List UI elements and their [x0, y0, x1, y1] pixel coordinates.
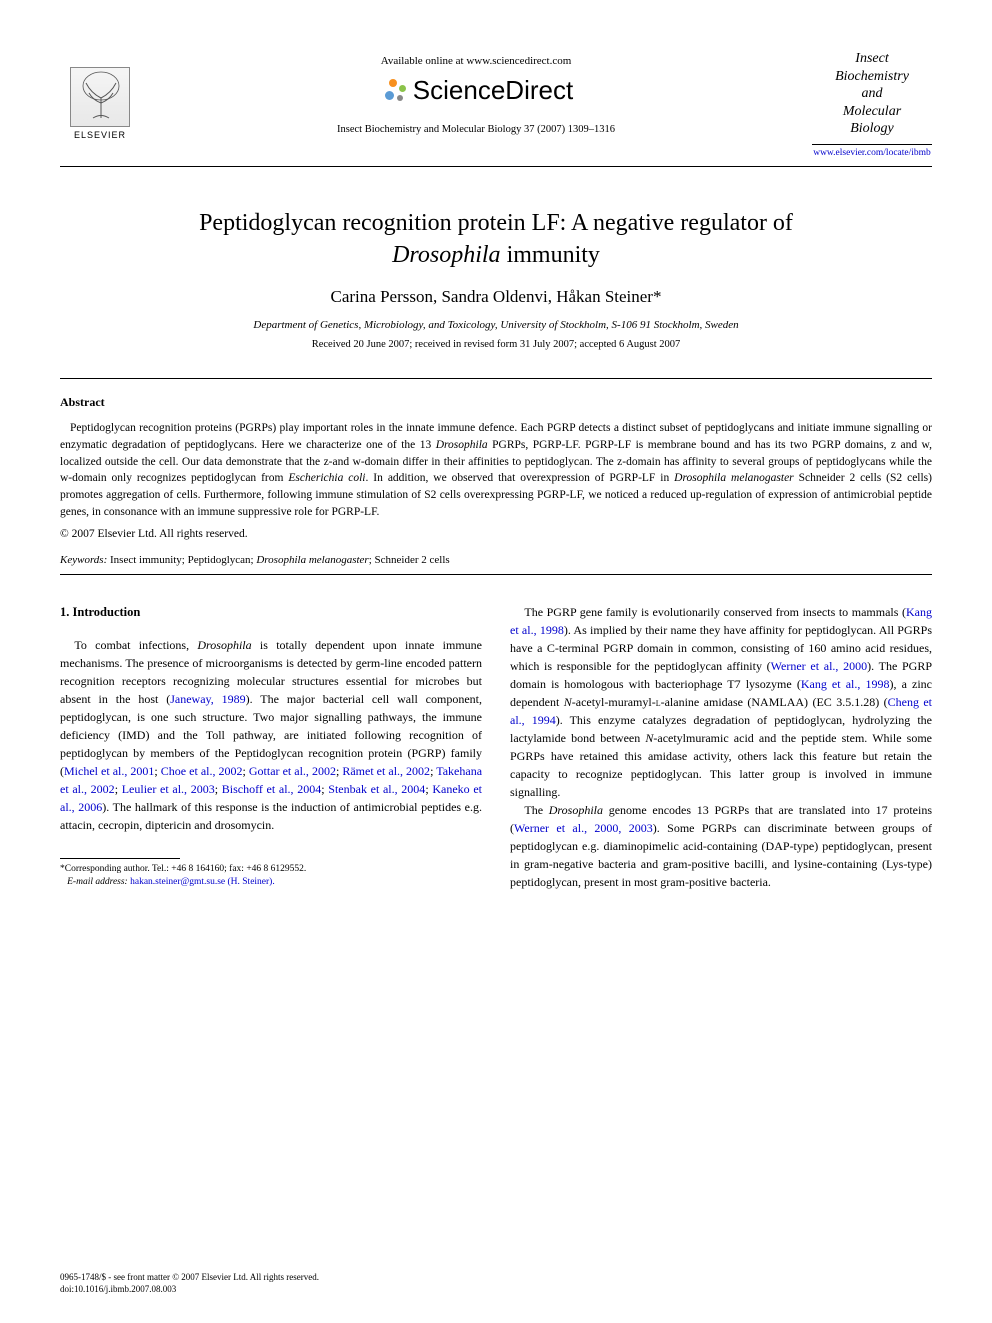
ref-kang2[interactable]: Kang et al., 1998: [801, 677, 890, 691]
keywords-text: Insect immunity; Peptidoglycan;: [107, 554, 256, 566]
sciencedirect-text: ScienceDirect: [413, 75, 573, 106]
affiliation: Department of Genetics, Microbiology, an…: [60, 319, 932, 331]
center-header: Available online at www.sciencedirect.co…: [140, 50, 812, 135]
abstract-heading: Abstract: [60, 395, 932, 410]
left-paragraph-1: To combat infections, Drosophila is tota…: [60, 636, 482, 834]
right-column: The PGRP gene family is evolutionarily c…: [510, 603, 932, 891]
footnote-email: E-mail address: hakan.steiner@gmt.su.se …: [60, 876, 482, 889]
body-columns: 1. Introduction To combat infections, Dr…: [60, 603, 932, 891]
footer-line2: doi:10.1016/j.ibmb.2007.08.003: [60, 1283, 319, 1295]
journal-link[interactable]: www.elsevier.com/locate/ibmb: [812, 144, 932, 158]
title-line1: Peptidoglycan recognition protein LF: A …: [199, 210, 793, 236]
sep6: ;: [215, 782, 222, 796]
jt-1: Biochemistry: [835, 69, 909, 84]
footnote-divider: [60, 858, 180, 859]
ref-gottar[interactable]: Gottar et al., 2002: [249, 764, 336, 778]
article-title: Peptidoglycan recognition protein LF: A …: [60, 207, 932, 272]
sciencedirect-icon: [379, 77, 407, 105]
keywords: Keywords: Insect immunity; Peptidoglycan…: [60, 554, 932, 566]
ref-leulier[interactable]: Leulier et al., 2003: [122, 782, 215, 796]
abs-d: Escherichia coli: [288, 472, 365, 484]
page-header: ELSEVIER Available online at www.science…: [60, 50, 932, 158]
post-abstract-divider: [60, 574, 932, 575]
jt-0: Insect: [855, 51, 888, 66]
rp2ai: Drosophila: [549, 803, 603, 817]
email-link[interactable]: hakan.steiner@gmt.su.se (H. Steiner).: [128, 877, 275, 887]
jt-3: Molecular: [843, 104, 901, 119]
jt-2: and: [862, 86, 883, 101]
elsevier-tree-icon: [70, 67, 130, 127]
ref-ramet[interactable]: Rämet et al., 2002: [342, 764, 430, 778]
sep5: ;: [115, 782, 122, 796]
lp1b: Drosophila: [197, 638, 251, 652]
lp1a: To combat infections,: [74, 638, 197, 652]
rp1e: -acetyl-muramyl-: [572, 695, 656, 709]
journal-reference: Insect Biochemistry and Molecular Biolog…: [140, 124, 812, 135]
section-heading: 1. Introduction: [60, 603, 482, 622]
authors: Carina Persson, Sandra Oldenvi, Håkan St…: [60, 287, 932, 307]
right-paragraph-2: The Drosophila genome encodes 13 PGRPs t…: [510, 801, 932, 891]
ref-werner1[interactable]: Werner et al., 2000: [771, 659, 867, 673]
elsevier-logo: ELSEVIER: [60, 50, 140, 140]
title-line2-italic: Drosophila: [392, 242, 500, 268]
lp1e: ). The hallmark of this response is the …: [60, 800, 482, 832]
rp1f: -alanine amidase (NAMLAA) (EC 3.5.1.28) …: [661, 695, 888, 709]
elsevier-label: ELSEVIER: [74, 130, 126, 140]
sciencedirect-logo: ScienceDirect: [140, 75, 812, 106]
abs-e: . In addition, we observed that overexpr…: [366, 472, 675, 484]
rp2a: The: [524, 803, 548, 817]
article-dates: Received 20 June 2007; received in revis…: [60, 339, 932, 350]
keywords-rest: ; Schneider 2 cells: [369, 554, 450, 566]
ref-michel[interactable]: Michel et al., 2001: [64, 764, 154, 778]
keywords-label: Keywords:: [60, 554, 107, 566]
rp1a: The PGRP gene family is evolutionarily c…: [524, 605, 906, 619]
ref-werner2[interactable]: Werner et al., 2000, 2003: [514, 821, 653, 835]
journal-box: Insect Biochemistry and Molecular Biolog…: [812, 50, 932, 158]
abstract-text: Peptidoglycan recognition proteins (PGRP…: [60, 420, 932, 520]
pre-abstract-divider: [60, 378, 932, 379]
available-online-text: Available online at www.sciencedirect.co…: [140, 55, 812, 67]
abstract-copyright: © 2007 Elsevier Ltd. All rights reserved…: [60, 528, 932, 540]
abs-b: Drosophila: [436, 439, 488, 451]
abs-f: Drosophila melanogaster: [674, 472, 794, 484]
email-label: E-mail address:: [67, 877, 128, 887]
right-paragraph-1: The PGRP gene family is evolutionarily c…: [510, 603, 932, 801]
page-footer: 0965-1748/$ - see front matter © 2007 El…: [60, 1271, 319, 1295]
ref-stenbak[interactable]: Stenbak et al., 2004: [328, 782, 425, 796]
journal-title: Insect Biochemistry and Molecular Biolog…: [812, 50, 932, 138]
ref-choe[interactable]: Choe et al., 2002: [161, 764, 243, 778]
header-divider: [60, 166, 932, 167]
ref-janeway[interactable]: Janeway, 1989: [170, 692, 245, 706]
jt-4: Biology: [850, 121, 894, 136]
keywords-italic: Drosophila melanogaster: [256, 554, 368, 566]
rp1di: N: [564, 695, 572, 709]
footer-line1: 0965-1748/$ - see front matter © 2007 El…: [60, 1271, 319, 1283]
footnote-corresponding: *Corresponding author. Tel.: +46 8 16416…: [60, 863, 482, 876]
title-line2-rest: immunity: [501, 242, 600, 268]
ref-bischoff[interactable]: Bischoff et al., 2004: [222, 782, 321, 796]
left-column: 1. Introduction To combat infections, Dr…: [60, 603, 482, 891]
